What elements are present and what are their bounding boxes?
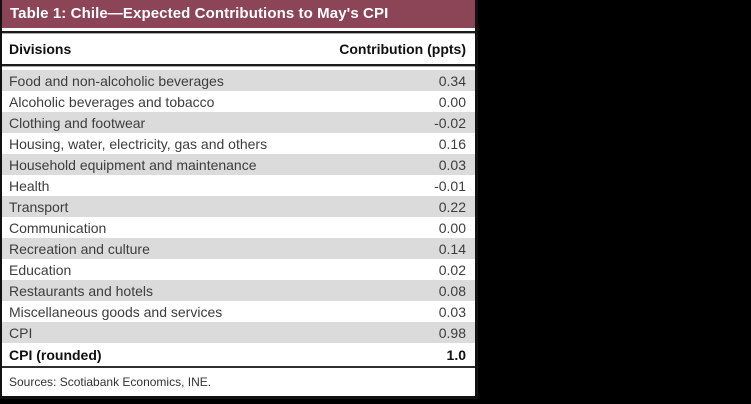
division-label: CPI: [9, 324, 33, 341]
sources-note: Sources: Scotiabank Economics, INE.: [9, 375, 212, 389]
division-label: Health: [9, 177, 50, 194]
table-row: Recreation and culture 0.14: [2, 238, 475, 259]
table-row: Alcoholic beverages and tobacco 0.00: [2, 91, 475, 112]
division-label: Alcoholic beverages and tobacco: [9, 93, 215, 110]
top-rule: [2, 31, 475, 34]
division-label: Education: [9, 261, 72, 278]
contribution-value: 0.14: [438, 240, 466, 257]
division-label: Housing, water, electricity, gas and oth…: [9, 135, 268, 152]
column-header-divisions: Divisions: [9, 41, 72, 57]
table-body: Food and non-alcoholic beverages 0.34 Alco…: [2, 70, 475, 366]
division-label: Communication: [9, 219, 107, 236]
table-footer-row: Sources: Scotiabank Economics, INE.: [2, 368, 475, 396]
contribution-value: 0.03: [438, 156, 466, 173]
column-header-contribution: Contribution (ppts): [339, 41, 466, 57]
footer-rule: [2, 366, 475, 368]
table-row: Housing, water, electricity, gas and oth…: [2, 133, 475, 154]
contribution-value: 1.0: [446, 346, 466, 363]
contribution-value: 0.08: [438, 282, 466, 299]
table-row: Education 0.02: [2, 259, 475, 280]
contribution-value: 0.16: [438, 135, 466, 152]
division-label: Clothing and footwear: [9, 114, 146, 131]
table-row: Communication 0.00: [2, 217, 475, 238]
division-label: Restaurants and hotels: [9, 282, 153, 299]
cpi-contributions-table-card: Table 1: Chile—Expected Contributions to…: [0, 0, 478, 399]
table-row: Household equipment and maintenance 0.03: [2, 154, 475, 175]
division-label: Recreation and culture: [9, 240, 150, 257]
table-row: Miscellaneous goods and services 0.03: [2, 301, 475, 322]
table-row: CPI 0.98: [2, 322, 475, 343]
division-label: Household equipment and maintenance: [9, 156, 257, 173]
contribution-value: 0.00: [438, 93, 466, 110]
table-title-bar: Table 1: Chile—Expected Contributions to…: [2, 0, 475, 28]
header-body-gap: [2, 67, 475, 70]
division-label: CPI (rounded): [9, 346, 102, 363]
contribution-value: 0.98: [438, 324, 466, 341]
table-header-row: Divisions Contribution (ppts): [2, 34, 475, 64]
table-row: Food and non-alcoholic beverages 0.34: [2, 70, 475, 91]
contribution-value: 0.22: [438, 198, 466, 215]
table-row: Clothing and footwear -0.02: [2, 112, 475, 133]
header-rule: [2, 64, 475, 67]
contribution-value: 0.00: [438, 219, 466, 236]
title-divider-gap: [2, 28, 475, 31]
division-label: Food and non-alcoholic beverages: [9, 72, 224, 89]
contribution-value: -0.01: [434, 177, 466, 194]
table-row: Restaurants and hotels 0.08: [2, 280, 475, 301]
table-row: CPI (rounded) 1.0: [2, 343, 475, 366]
contribution-value: 0.03: [438, 303, 466, 320]
contribution-value: 0.02: [438, 261, 466, 278]
division-label: Miscellaneous goods and services: [9, 303, 223, 320]
table-row: Health -0.01: [2, 175, 475, 196]
contribution-value: -0.02: [434, 114, 466, 131]
table-row: Transport 0.22: [2, 196, 475, 217]
table-title: Table 1: Chile—Expected Contributions to…: [10, 5, 389, 22]
contribution-value: 0.34: [438, 72, 466, 89]
division-label: Transport: [9, 198, 69, 215]
